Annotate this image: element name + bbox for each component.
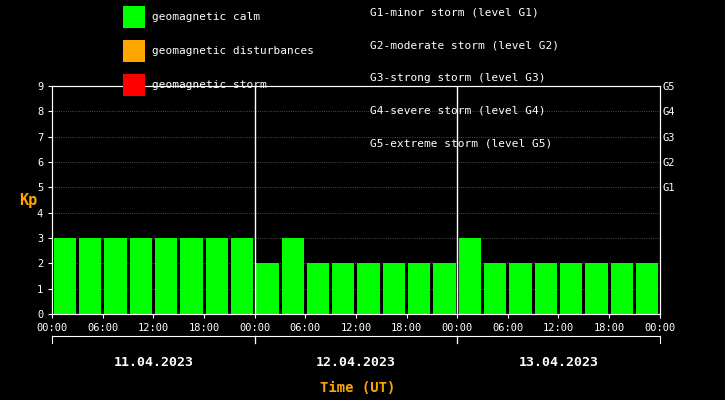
Text: G5-extreme storm (level G5): G5-extreme storm (level G5) xyxy=(370,138,552,148)
Y-axis label: Kp: Kp xyxy=(20,192,38,208)
Bar xyxy=(535,263,557,314)
Bar xyxy=(231,238,253,314)
Bar xyxy=(332,263,355,314)
Bar xyxy=(130,238,152,314)
Bar xyxy=(434,263,456,314)
Bar xyxy=(181,238,202,314)
Text: 13.04.2023: 13.04.2023 xyxy=(518,356,599,369)
Bar xyxy=(357,263,380,314)
Bar xyxy=(636,263,658,314)
Bar xyxy=(256,263,278,314)
Bar xyxy=(560,263,582,314)
Bar xyxy=(307,263,329,314)
Text: geomagnetic storm: geomagnetic storm xyxy=(152,80,267,90)
Bar xyxy=(510,263,531,314)
Bar xyxy=(54,238,76,314)
Text: 11.04.2023: 11.04.2023 xyxy=(113,356,194,369)
Bar xyxy=(104,238,127,314)
Bar xyxy=(585,263,608,314)
Bar xyxy=(383,263,405,314)
Text: G1-minor storm (level G1): G1-minor storm (level G1) xyxy=(370,7,539,17)
Text: G3-strong storm (level G3): G3-strong storm (level G3) xyxy=(370,73,545,83)
Bar xyxy=(281,238,304,314)
Text: 12.04.2023: 12.04.2023 xyxy=(316,356,396,369)
Text: G2-moderate storm (level G2): G2-moderate storm (level G2) xyxy=(370,40,559,50)
Bar xyxy=(408,263,431,314)
Bar xyxy=(79,238,102,314)
Bar xyxy=(155,238,177,314)
Text: geomagnetic calm: geomagnetic calm xyxy=(152,12,260,22)
Text: Time (UT): Time (UT) xyxy=(320,381,395,395)
Text: G4-severe storm (level G4): G4-severe storm (level G4) xyxy=(370,106,545,116)
Bar xyxy=(459,238,481,314)
Text: geomagnetic disturbances: geomagnetic disturbances xyxy=(152,46,314,56)
Bar xyxy=(206,238,228,314)
Bar xyxy=(484,263,506,314)
Bar xyxy=(610,263,633,314)
